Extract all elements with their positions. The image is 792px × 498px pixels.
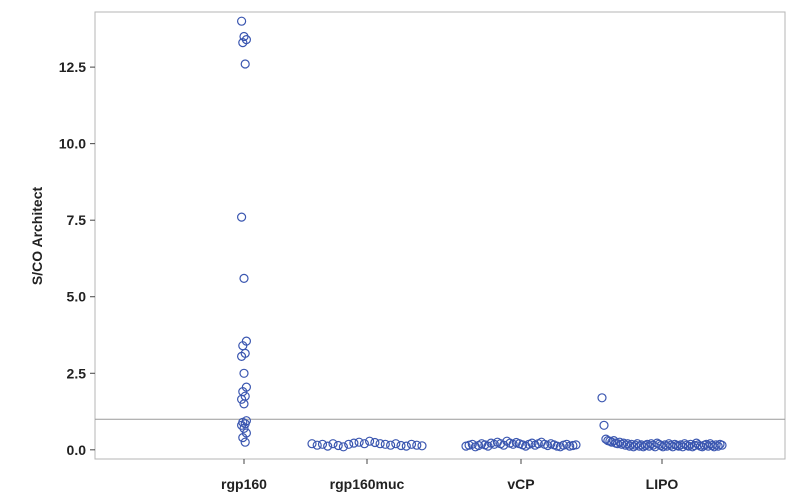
data-point-rgp160muc: [396, 440, 406, 451]
plot-frame: [94, 11, 786, 460]
category-label-rgp160: rgp160: [221, 476, 267, 492]
data-point-rgp160: [237, 420, 247, 430]
data-point-rgp160: [240, 437, 250, 447]
data-point-LIPO: [599, 420, 609, 430]
data-point-rgp160muc: [349, 438, 359, 448]
data-point-rgp160: [237, 16, 247, 26]
data-point-rgp160muc: [380, 439, 390, 449]
data-point-LIPO: [717, 440, 727, 450]
category-label-vCP: vCP: [507, 476, 534, 492]
data-point-rgp160muc: [359, 439, 369, 449]
data-point-vCP: [483, 441, 493, 451]
data-point-rgp160muc: [317, 439, 328, 449]
data-point-rgp160muc: [401, 441, 411, 451]
category-label-LIPO: LIPO: [646, 476, 679, 492]
data-point-rgp160muc: [412, 440, 422, 450]
data-point-LIPO: [644, 441, 654, 451]
y-tick-label: 7.5: [67, 212, 87, 228]
data-point-rgp160muc: [312, 440, 322, 450]
data-point-vCP: [565, 441, 575, 451]
data-point-rgp160: [238, 433, 248, 443]
data-point-rgp160muc: [354, 437, 364, 447]
data-point-rgp160: [237, 212, 247, 222]
y-tick-label: 5.0: [67, 289, 87, 305]
data-point-rgp160: [239, 31, 249, 42]
data-point-rgp160: [239, 368, 249, 378]
data-point-rgp160: [240, 59, 250, 69]
data-point-rgp160: [238, 37, 248, 48]
data-point-rgp160muc: [370, 437, 380, 448]
data-points: [237, 16, 727, 452]
y-tick-label: 2.5: [67, 365, 87, 381]
y-axis: 0.0 2.5 5.0 7.5 10.0 12.5: [59, 59, 95, 458]
data-point-rgp160: [239, 273, 249, 283]
y-axis-title: S/CO Architect: [29, 187, 45, 286]
data-point-rgp160: [239, 423, 249, 433]
data-point-vCP: [467, 439, 477, 449]
data-point-rgp160muc: [344, 439, 354, 449]
y-tick-label: 0.0: [67, 442, 87, 458]
data-point-rgp160: [239, 399, 249, 409]
data-point-rgp160muc: [406, 439, 417, 449]
data-point-vCP: [568, 440, 578, 451]
data-point-rgp160muc: [391, 439, 401, 449]
y-tick-label: 10.0: [59, 136, 86, 152]
data-point-vCP: [571, 440, 581, 450]
data-point-rgp160muc: [386, 440, 396, 450]
data-point-LIPO: [711, 440, 721, 450]
data-point-rgp160muc: [323, 441, 333, 451]
data-point-rgp160: [237, 351, 247, 361]
data-point-LIPO: [713, 441, 723, 451]
data-point-LIPO: [683, 441, 694, 451]
data-point-rgp160muc: [307, 439, 317, 449]
data-point-rgp160muc: [333, 440, 343, 451]
data-point-rgp160muc: [328, 439, 338, 449]
y-tick-label: 12.5: [59, 59, 86, 75]
data-point-rgp160: [237, 394, 247, 404]
data-point-LIPO: [642, 439, 652, 449]
data-point-rgp160muc: [338, 442, 348, 452]
data-point-rgp160muc: [375, 439, 385, 449]
data-point-rgp160muc: [365, 436, 375, 446]
x-axis: rgp160 rgp160muc vCP LIPO: [221, 459, 678, 492]
data-point-rgp160muc: [417, 441, 427, 451]
category-label-rgp160muc: rgp160muc: [330, 476, 405, 492]
data-point-LIPO: [597, 393, 607, 403]
